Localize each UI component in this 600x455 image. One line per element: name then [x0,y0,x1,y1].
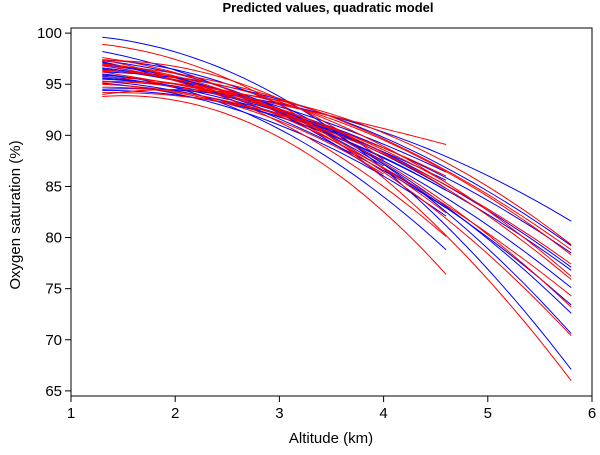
series-line-19 [102,74,384,154]
y-tick-label: 65 [45,383,62,400]
series-lines [102,36,572,382]
series-line-27 [102,69,572,308]
series-line-26 [102,63,572,337]
series-line-9 [102,80,572,271]
x-tick-label: 1 [67,405,75,422]
x-axis-label: Altitude (km) [289,430,373,447]
series-line-3 [102,62,572,288]
plot-frame [70,27,593,397]
series-line-8 [102,65,572,306]
series-line-36 [102,60,384,161]
series-line-4 [102,67,572,268]
x-tick-label: 6 [588,405,596,422]
y-tick-label: 95 [45,76,62,93]
series-line-22 [102,95,447,275]
series-line-5 [102,77,572,254]
series-line-33 [102,83,572,265]
y-tick-label: 70 [45,332,62,349]
y-tick-label: 85 [45,178,62,195]
axis-ticks: 1 2 3 4 5 6 65 70 75 80 85 90 95 100 [37,25,596,422]
y-tick-label: 100 [37,25,62,42]
series-line-23 [102,65,447,237]
series-line-13 [102,75,447,181]
series-line-34 [102,70,572,277]
chart-title: Predicted values, quadratic model [223,0,434,15]
series-line-10 [102,73,447,251]
x-tick-label: 2 [171,405,179,422]
x-tick-label: 5 [484,405,492,422]
y-tick-label: 80 [45,230,62,247]
y-tick-label: 90 [45,127,62,144]
series-line-2 [102,60,572,314]
series-line-21 [102,91,447,177]
y-tick-label: 75 [45,281,62,298]
series-line-15 [102,68,447,173]
series-line-32 [102,59,572,297]
series-line-35 [102,57,447,214]
series-line-12 [102,89,447,191]
series-line-37 [102,86,384,175]
series-line-30 [102,88,572,246]
series-line-29 [102,81,572,256]
x-tick-label: 3 [275,405,283,422]
x-tick-label: 4 [379,405,387,422]
series-line-25 [102,43,572,382]
series-line-1 [102,59,572,334]
series-line-14 [102,61,447,209]
y-axis-label: Oxygen saturation (%) [7,140,24,289]
